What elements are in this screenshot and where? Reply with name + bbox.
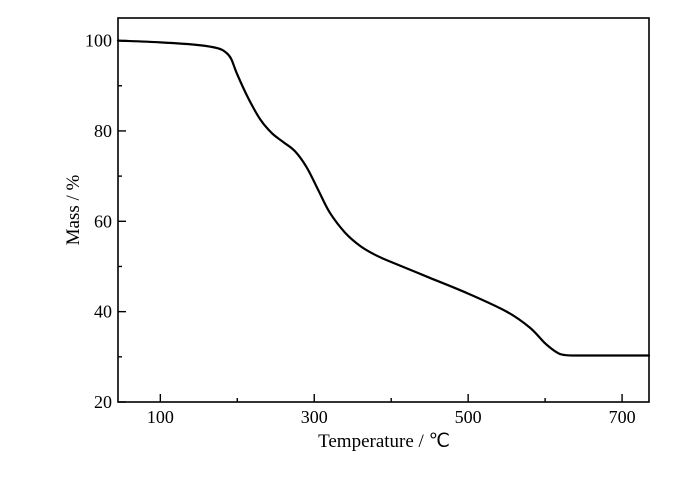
y-tick-label: 80 [94, 121, 112, 141]
y-axis-title: Mass / % [63, 174, 84, 245]
y-tick-label: 60 [94, 211, 112, 231]
mass-curve [116, 39, 651, 357]
x-tick-label: 100 [147, 407, 174, 427]
y-tick-label: 100 [85, 31, 112, 51]
y-tick-label: 40 [94, 302, 112, 322]
x-tick-label: 700 [609, 407, 636, 427]
plot-frame [117, 17, 650, 403]
x-tick-label: 300 [301, 407, 328, 427]
y-tick-label: 20 [94, 392, 112, 412]
y-major-ticks [118, 39, 126, 403]
x-tick-label: 500 [455, 407, 482, 427]
x-axis-title: Temperature / ℃ [318, 431, 450, 452]
y-tick-labels: 20 40 60 80 100 [85, 31, 112, 412]
x-tick-labels: 100 300 500 700 [147, 407, 636, 427]
x-major-ticks [159, 394, 623, 402]
